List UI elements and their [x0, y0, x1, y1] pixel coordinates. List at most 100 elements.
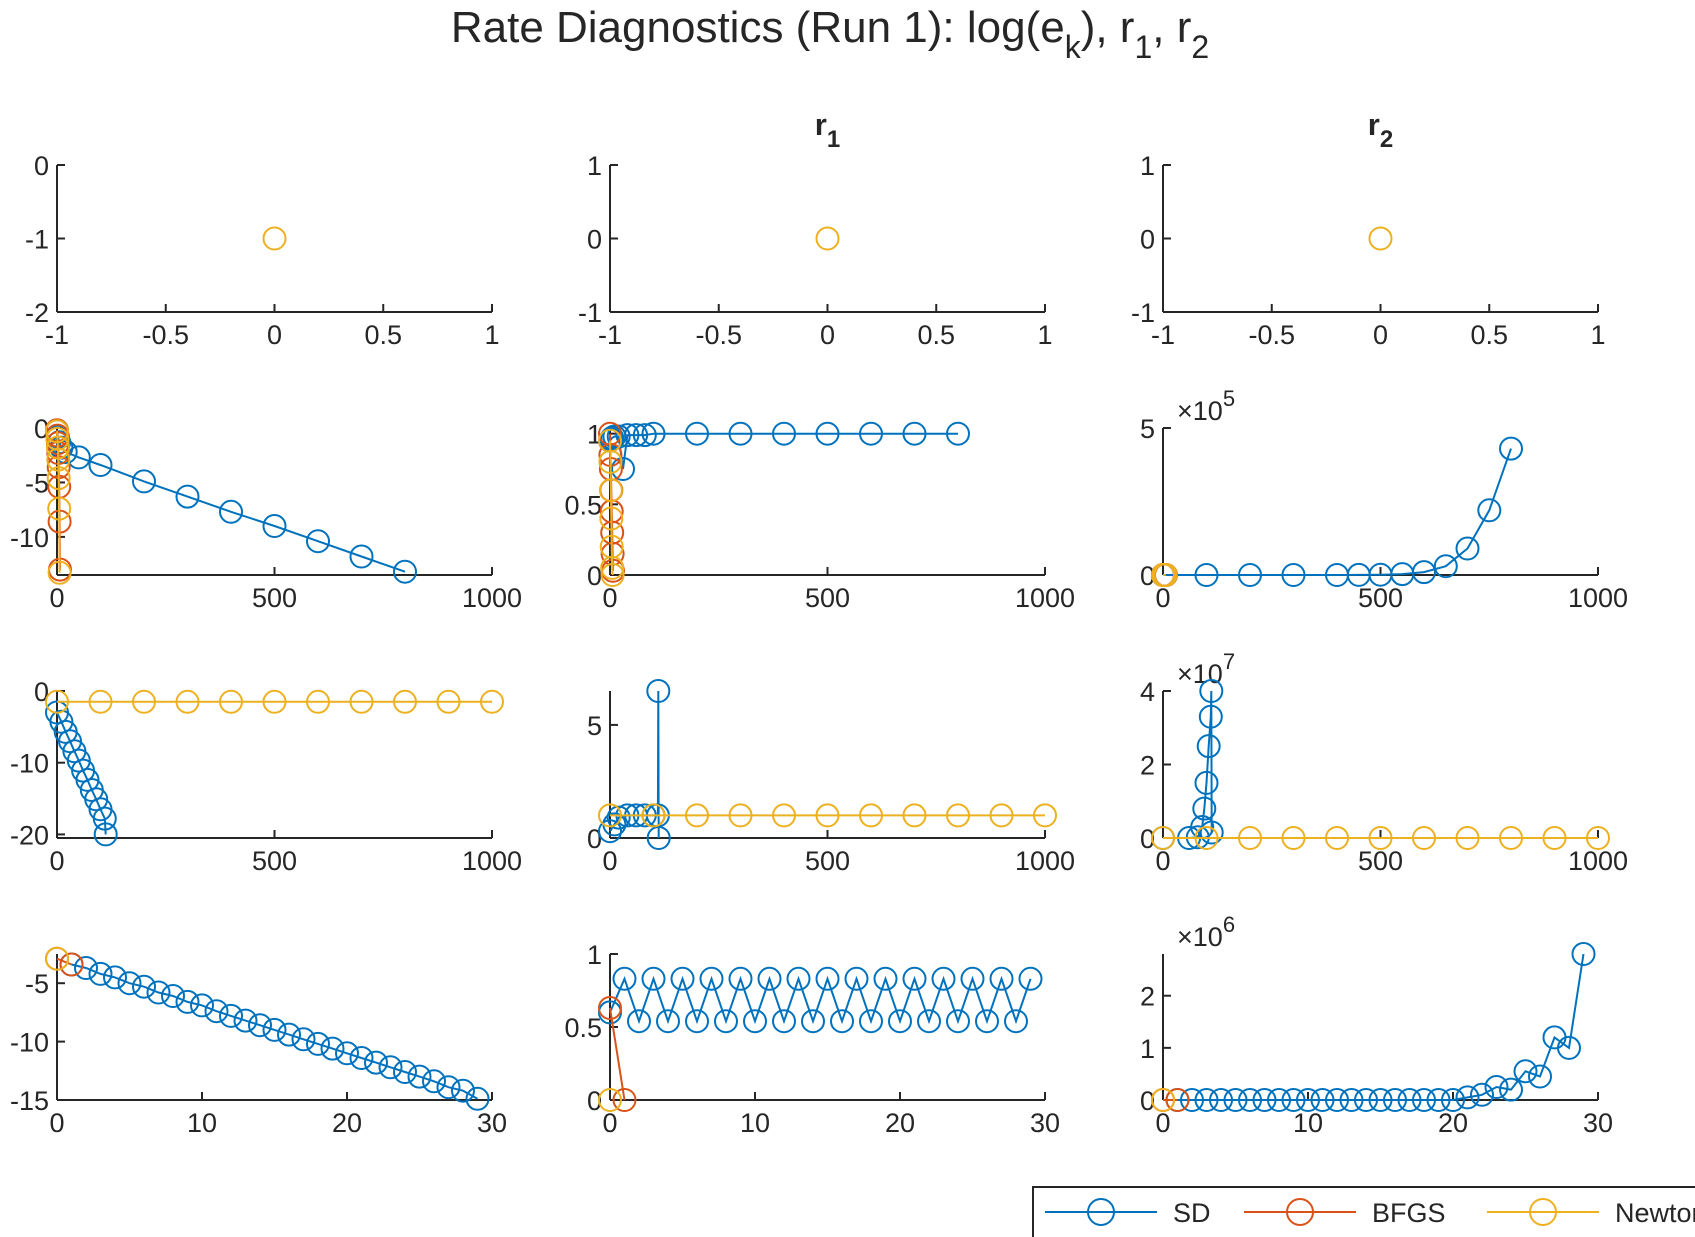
x-tick-label: 500: [805, 846, 850, 876]
data-point-sd: [1354, 1088, 1378, 1112]
y-tick-label: 1: [1140, 151, 1155, 181]
data-point-sd: [598, 819, 622, 844]
data-point-sd: [1199, 820, 1224, 845]
series-line-sd: [609, 975, 1032, 1025]
data-point-newton: [1151, 826, 1175, 850]
series-newton: [1151, 1088, 1175, 1112]
x-tick-label: 500: [1358, 846, 1403, 876]
data-point-bfgs: [612, 1088, 637, 1112]
legend-label: SD: [1173, 1198, 1211, 1228]
series-line-sd: [609, 432, 958, 470]
data-point-sd: [902, 421, 927, 446]
x-tick-label: 0: [49, 1108, 64, 1138]
y-tick-label: -1: [1131, 298, 1155, 328]
data-point-sd: [728, 966, 753, 991]
data-point-sd: [946, 421, 970, 446]
data-point-sd: [1180, 1088, 1204, 1112]
data-point-sd: [117, 971, 142, 996]
data-point-sd: [606, 805, 631, 830]
data-point-sd: [262, 1017, 287, 1042]
y-tick-label: 0: [1140, 561, 1155, 591]
y-tick-label: -5: [25, 468, 49, 498]
data-point-sd: [615, 423, 640, 448]
data-point-newton: [1368, 826, 1393, 850]
legend-marker: [1529, 1198, 1557, 1226]
data-point-sd: [465, 1086, 490, 1111]
data-point-sd: [1199, 679, 1224, 703]
series-sd: [598, 421, 970, 481]
y-tick-label: 1: [587, 940, 602, 970]
data-point-sd: [627, 1009, 651, 1034]
data-point-newton: [1368, 226, 1393, 251]
x-tick-label: 0: [1155, 1108, 1170, 1138]
x-tick-label: 1: [484, 320, 499, 350]
data-point-sd: [378, 1055, 403, 1080]
subplot-4-1: 0 10 20 30 -5 -10 -15: [10, 946, 507, 1138]
data-point-sd: [132, 469, 156, 494]
data-point-newton: [45, 435, 70, 460]
y-tick-label: -1: [25, 225, 49, 255]
subplot-2-1: 0 500 1000 0 -5 -10: [10, 414, 522, 613]
data-point-sd: [989, 966, 1014, 991]
data-point-newton: [815, 803, 840, 828]
data-point-sd: [233, 1008, 258, 1033]
data-point-newton: [349, 689, 374, 714]
y-tick-label: 0.5: [564, 490, 602, 520]
data-point-sd: [1455, 1085, 1480, 1110]
x-tick-label: 30: [477, 1108, 507, 1138]
data-point-newton: [436, 689, 461, 714]
data-point-sd: [728, 421, 753, 446]
data-point-sd: [685, 421, 709, 446]
data-point-sd: [611, 457, 635, 481]
data-point-sd: [685, 1009, 709, 1034]
data-point-newton: [1281, 826, 1306, 850]
data-point-sd: [646, 826, 671, 850]
data-point-sd: [291, 1027, 316, 1052]
data-point-newton: [728, 803, 753, 828]
series-sd: [59, 952, 490, 1111]
x-tick-label: 500: [252, 583, 297, 613]
data-point-sd: [219, 1003, 243, 1028]
data-point-sd: [161, 984, 185, 1008]
y-tick-label: 2: [1140, 751, 1155, 781]
data-point-sd: [801, 1009, 825, 1034]
x-tick-label: 30: [1030, 1108, 1060, 1138]
data-point-newton: [641, 803, 666, 828]
y-tick-label: 0: [34, 414, 49, 444]
data-point-sd: [146, 980, 171, 1005]
data-point-newton: [600, 555, 625, 580]
subplot-grid: -1 -0.5 0 0.5 10-1-2-1 -0.5 0 0.5 110-1r1-1 -0.5 0…: [10, 107, 1628, 1138]
data-point-newton: [1325, 826, 1349, 850]
x-tick-label: 0.5: [917, 320, 955, 350]
series-line-sd: [1163, 448, 1512, 576]
data-point-sd: [888, 1009, 912, 1034]
series-newton: [598, 428, 625, 587]
x-tick-label: 10: [1293, 1108, 1323, 1138]
data-point-sd: [1571, 942, 1596, 966]
data-point-newton: [1194, 826, 1219, 850]
data-point-sd: [248, 1013, 272, 1038]
data-point-newton: [1455, 826, 1480, 850]
data-point-sd: [859, 1009, 883, 1034]
data-point-newton: [1033, 803, 1057, 828]
data-point-sd: [1499, 1077, 1523, 1102]
data-point-sd: [1397, 1088, 1422, 1112]
legend-item-bfgs: BFGS: [1244, 1198, 1446, 1228]
x-tick-label: 0: [602, 583, 617, 613]
x-tick-label: -1: [598, 320, 622, 350]
data-point-sd: [1004, 1009, 1028, 1034]
subplot-3-3: 0 500 1000 4 2 0 ×107: [1140, 649, 1628, 876]
data-point-sd: [743, 1009, 767, 1034]
data-point-sd: [1455, 536, 1480, 561]
x-tick-label: 1000: [1015, 846, 1075, 876]
x-tick-label: 0: [820, 320, 835, 350]
data-point-sd: [815, 421, 840, 446]
data-point-newton: [46, 466, 71, 491]
data-point-sd: [641, 966, 666, 991]
data-point-sd: [1281, 1088, 1306, 1112]
data-point-sd: [1209, 1088, 1233, 1112]
data-point-sd: [1412, 560, 1436, 585]
data-point-sd: [75, 767, 100, 792]
legend-item-newton: Newton: [1487, 1198, 1695, 1228]
